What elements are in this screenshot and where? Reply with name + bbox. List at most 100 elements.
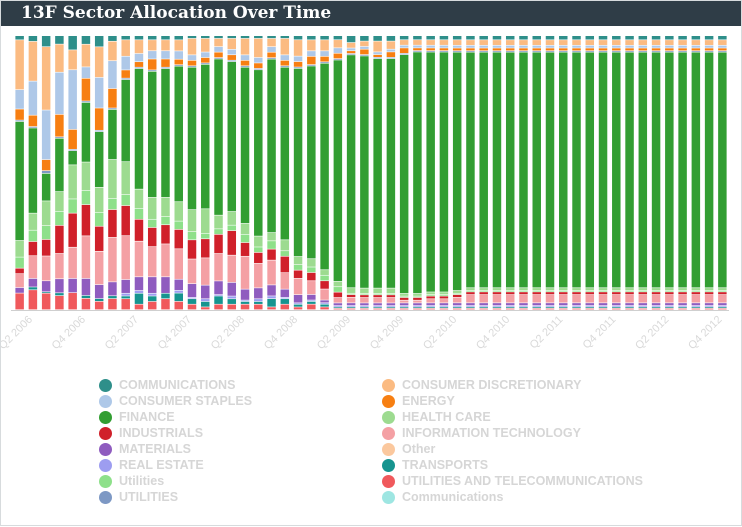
bar-segment[interactable] (227, 225, 237, 231)
bar-segment[interactable] (108, 41, 117, 61)
bar-segment[interactable] (426, 303, 435, 306)
bar-segment[interactable] (360, 288, 369, 294)
bar-segment[interactable] (505, 48, 515, 51)
bar-segment[interactable] (187, 231, 197, 240)
bar-segment[interactable] (413, 300, 422, 303)
bar-segment[interactable] (333, 40, 343, 48)
bar-segment[interactable] (638, 36, 648, 40)
bar-segment[interactable] (15, 293, 24, 310)
bar-segment[interactable] (439, 292, 449, 295)
bar-segment[interactable] (214, 234, 223, 254)
bar-segment[interactable] (373, 52, 382, 55)
bar-segment[interactable] (572, 40, 581, 45)
bar-segment[interactable] (254, 299, 263, 302)
bar-segment[interactable] (28, 128, 38, 213)
bar-segment[interactable] (479, 48, 488, 51)
bar-segment[interactable] (187, 67, 197, 210)
bar-segment[interactable] (559, 292, 568, 295)
bar-segment[interactable] (293, 68, 303, 257)
bar-segment[interactable] (201, 301, 210, 307)
bar-segment[interactable] (333, 281, 343, 287)
bar-segment[interactable] (134, 208, 144, 219)
bar-segment[interactable] (320, 40, 329, 51)
bar-segment[interactable] (718, 48, 727, 51)
bar-segment[interactable] (466, 307, 475, 309)
bar-segment[interactable] (532, 294, 541, 303)
bar-segment[interactable] (373, 307, 382, 309)
bar-segment[interactable] (612, 40, 621, 45)
bar-segment[interactable] (267, 307, 276, 310)
bar-segment[interactable] (307, 281, 316, 295)
bar-segment[interactable] (373, 308, 382, 310)
bar-segment[interactable] (585, 305, 595, 307)
bar-segment[interactable] (68, 129, 77, 149)
bar-segment[interactable] (532, 308, 541, 310)
bar-segment[interactable] (307, 294, 316, 300)
bar-segment[interactable] (187, 283, 197, 298)
bar-segment[interactable] (108, 108, 117, 110)
bar-segment[interactable] (545, 51, 555, 52)
bar-segment[interactable] (240, 66, 250, 67)
bar-segment[interactable] (559, 52, 568, 288)
bar-segment[interactable] (320, 303, 329, 304)
bar-segment[interactable] (293, 295, 303, 303)
bar-segment[interactable] (254, 252, 263, 264)
bar-segment[interactable] (161, 277, 170, 293)
bar-segment[interactable] (240, 242, 250, 256)
bar-segment[interactable] (492, 51, 502, 52)
bar-segment[interactable] (559, 40, 568, 45)
bar-segment[interactable] (81, 67, 91, 78)
bar-segment[interactable] (94, 226, 104, 251)
bar-segment[interactable] (691, 303, 701, 306)
bar-segment[interactable] (161, 197, 170, 217)
bar-segment[interactable] (187, 209, 197, 232)
bar-segment[interactable] (426, 52, 435, 292)
bar-segment[interactable] (15, 89, 24, 109)
bar-segment[interactable] (559, 303, 568, 306)
legend-item[interactable]: INFORMATION TECHNOLOGY (382, 425, 581, 441)
bar-segment[interactable] (214, 52, 223, 58)
bar-segment[interactable] (94, 131, 104, 187)
bar-segment[interactable] (492, 48, 502, 51)
bar-segment[interactable] (678, 40, 687, 45)
bar-segment[interactable] (41, 292, 51, 293)
bar-segment[interactable] (55, 138, 64, 192)
legend-item[interactable]: UTILITIES AND TELECOMMUNICATIONS (382, 473, 643, 489)
bar-segment[interactable] (333, 307, 343, 309)
bar-segment[interactable] (479, 294, 488, 303)
bar-segment[interactable] (559, 288, 568, 291)
bar-segment[interactable] (360, 297, 369, 303)
bar-segment[interactable] (439, 305, 449, 307)
bar-segment[interactable] (479, 305, 488, 307)
bar-segment[interactable] (545, 45, 555, 48)
bar-segment[interactable] (240, 289, 250, 300)
bar-segment[interactable] (439, 299, 449, 303)
bar-segment[interactable] (201, 239, 210, 258)
bar-segment[interactable] (94, 284, 104, 299)
legend-item[interactable]: INDUSTRIALS (99, 425, 203, 441)
bar-segment[interactable] (68, 50, 77, 70)
bar-segment[interactable] (439, 303, 449, 306)
bar-segment[interactable] (55, 295, 64, 310)
bar-segment[interactable] (598, 292, 608, 295)
bar-segment[interactable] (665, 303, 674, 306)
bar-segment[interactable] (174, 59, 183, 65)
bar-segment[interactable] (519, 307, 528, 309)
bar-segment[interactable] (638, 288, 648, 291)
bar-segment[interactable] (439, 308, 449, 310)
bar-segment[interactable] (81, 78, 91, 101)
bar-segment[interactable] (691, 307, 701, 309)
bar-segment[interactable] (704, 48, 714, 51)
bar-segment[interactable] (559, 294, 568, 303)
bar-segment[interactable] (625, 48, 634, 51)
bar-segment[interactable] (333, 292, 343, 298)
bar-segment[interactable] (280, 67, 290, 240)
bar-segment[interactable] (254, 70, 263, 236)
bar-segment[interactable] (68, 292, 77, 310)
bar-segment[interactable] (94, 77, 104, 108)
bar-segment[interactable] (545, 303, 555, 306)
bar-segment[interactable] (55, 137, 64, 138)
bar-segment[interactable] (452, 290, 462, 293)
bar-segment[interactable] (187, 259, 197, 284)
bar-segment[interactable] (121, 70, 130, 78)
